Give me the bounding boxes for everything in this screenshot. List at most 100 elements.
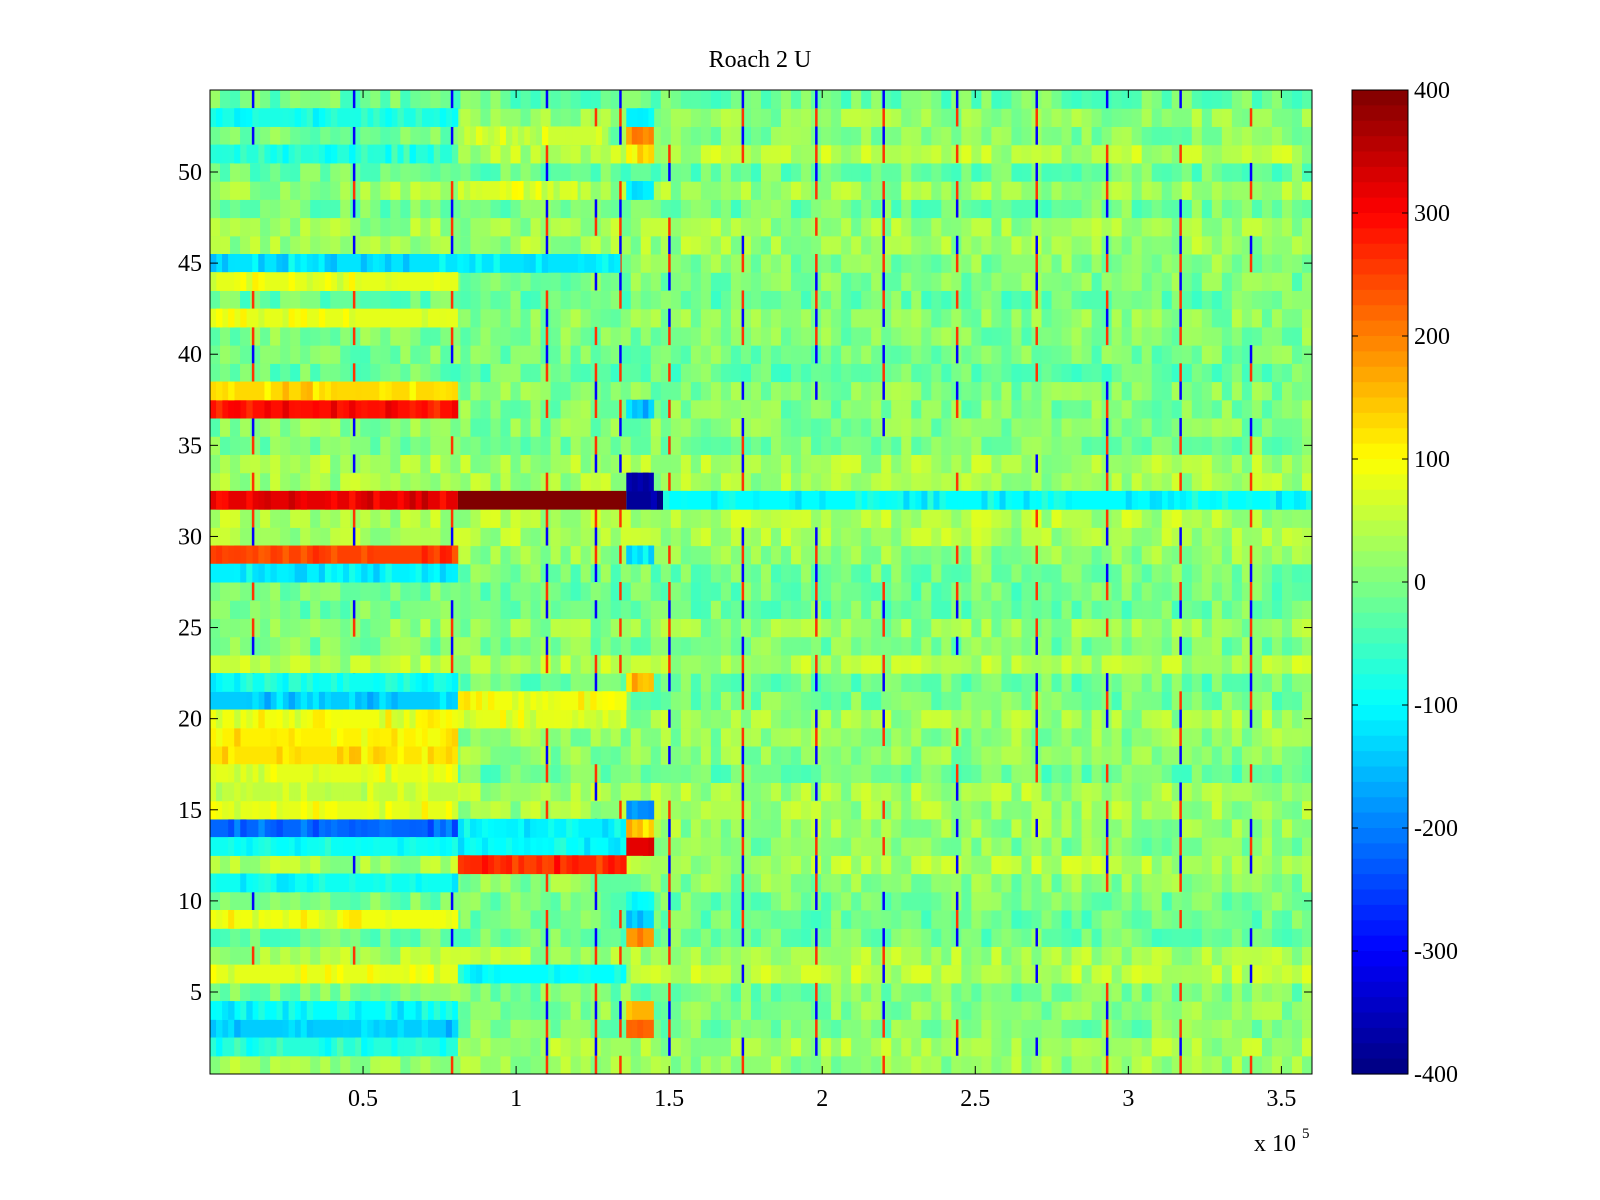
heatmap-noise-cell: [1151, 509, 1163, 528]
heatmap-noise-cell: [500, 418, 512, 437]
heatmap-noise-cell: [941, 326, 952, 346]
heatmap-noise-cell: [580, 1019, 592, 1039]
heatmap-noise-cell: [991, 326, 1002, 346]
heatmap-noise-cell: [1281, 527, 1293, 547]
heatmap-noise-cell: [951, 673, 962, 692]
heatmap-noise-cell: [951, 982, 962, 1002]
heatmap-noise-cell: [861, 545, 872, 565]
heatmap-noise-cell: [1071, 654, 1083, 674]
heatmap-noise-cell: [570, 654, 582, 674]
heatmap-noise-cell: [1121, 1001, 1133, 1020]
heatmap-noise-cell: [1231, 800, 1243, 820]
heatmap-noise-cell: [1271, 818, 1283, 838]
heatmap-noise-cell: [720, 509, 732, 528]
heatmap-noise-cell: [360, 654, 371, 674]
heatmap-noise-cell: [480, 746, 492, 765]
heatmap-noise-cell: [270, 654, 281, 674]
heatmap-noise-cell: [1021, 527, 1032, 547]
heatmap-noise-cell: [851, 654, 862, 674]
heatmap-noise-cell: [1021, 964, 1032, 984]
heatmap-noise-cell: [1301, 418, 1313, 437]
heatmap-noise-cell: [851, 618, 862, 638]
heatmap-noise-cell: [1231, 855, 1243, 875]
heatmap-noise-cell: [1111, 272, 1123, 291]
heatmap-noise-cell: [941, 418, 952, 437]
heatmap-noise-cell: [360, 418, 371, 437]
heatmap-noise-cell: [560, 1019, 572, 1039]
heatmap-noise-cell: [500, 873, 512, 893]
heatmap-noise-cell: [971, 928, 982, 947]
heatmap-noise-cell: [340, 618, 351, 638]
heatmap-noise-cell: [470, 472, 481, 492]
heatmap-noise-cell: [1251, 582, 1263, 601]
heatmap-noise-cell: [921, 1019, 932, 1039]
heatmap-noise-cell: [1151, 582, 1163, 601]
heatmap-noise-cell: [1061, 363, 1073, 383]
heatmap-noise-cell: [861, 290, 872, 310]
heatmap-noise-cell: [1171, 727, 1183, 747]
heatmap-noise-cell: [660, 1019, 672, 1039]
heatmap-noise-cell: [1181, 709, 1193, 729]
heatmap-noise-cell: [1261, 964, 1273, 984]
heatmap-noise-cell: [460, 527, 471, 547]
heatmap-noise-cell: [220, 363, 231, 383]
heatmap-noise-cell: [1111, 254, 1123, 273]
heatmap-noise-cell: [1001, 527, 1012, 547]
heatmap-noise-cell: [1011, 964, 1022, 984]
heatmap-noise-cell: [1131, 363, 1143, 383]
heatmap-noise-cell: [771, 618, 782, 638]
heatmap-noise-cell: [700, 764, 712, 783]
heatmap-noise-cell: [350, 891, 361, 911]
heatmap-noise-cell: [630, 454, 642, 474]
heatmap-noise-cell: [1051, 326, 1063, 346]
heatmap-noise-cell: [941, 363, 952, 383]
heatmap-noise-cell: [1231, 636, 1243, 656]
heatmap-noise-cell: [490, 563, 502, 583]
heatmap-noise-cell: [670, 782, 682, 802]
heatmap-noise-cell: [420, 618, 431, 638]
heatmap-noise-cell: [750, 254, 762, 273]
heatmap-noise-cell: [1301, 454, 1313, 474]
heatmap-noise-cell: [931, 727, 942, 747]
heatmap-noise-cell: [961, 746, 972, 765]
heatmap-noise-cell: [901, 746, 912, 765]
heatmap-noise-cell: [1061, 472, 1073, 492]
heatmap-noise-cell: [600, 582, 612, 601]
heatmap-noise-cell: [630, 254, 642, 273]
heatmap-noise-cell: [500, 982, 512, 1002]
heatmap-noise-cell: [680, 673, 692, 692]
heatmap-noise-cell: [1281, 563, 1293, 583]
heatmap-noise-cell: [610, 618, 622, 638]
heatmap-noise-cell: [1081, 563, 1093, 583]
heatmap-noise-cell: [1281, 254, 1293, 273]
heatmap-noise-cell: [781, 290, 792, 310]
heatmap-noise-cell: [730, 308, 742, 328]
heatmap-noise-cell: [470, 381, 481, 401]
heatmap-noise-cell: [300, 418, 311, 437]
heatmap-noise-cell: [740, 800, 752, 820]
heatmap-noise-cell: [300, 345, 311, 364]
heatmap-noise-cell: [821, 618, 832, 638]
heatmap-noise-cell: [891, 454, 902, 474]
heatmap-noise-cell: [771, 326, 782, 346]
heatmap-noise-cell: [1231, 472, 1243, 492]
heatmap-noise-cell: [1271, 709, 1283, 729]
heatmap-noise-cell: [1241, 873, 1253, 893]
heatmap-noise-cell: [710, 272, 722, 291]
heatmap-noise-cell: [300, 855, 311, 875]
heatmap-noise-cell: [761, 818, 772, 838]
heatmap-noise-cell: [550, 764, 562, 783]
heatmap-noise-cell: [560, 891, 572, 911]
heatmap-noise-cell: [610, 418, 622, 437]
heatmap-noise-cell: [1041, 746, 1053, 765]
heatmap-noise-cell: [690, 1001, 702, 1020]
heatmap-noise-cell: [911, 782, 922, 802]
heatmap-noise-cell: [430, 527, 441, 547]
heatmap-noise-cell: [901, 600, 912, 619]
heatmap-noise-cell: [520, 545, 532, 565]
heatmap-noise-cell: [791, 982, 802, 1002]
heatmap-noise-cell: [1021, 399, 1032, 419]
heatmap-noise-cell: [931, 928, 942, 947]
heatmap-noise-cell: [1281, 782, 1293, 802]
heatmap-noise-cell: [1241, 800, 1253, 820]
